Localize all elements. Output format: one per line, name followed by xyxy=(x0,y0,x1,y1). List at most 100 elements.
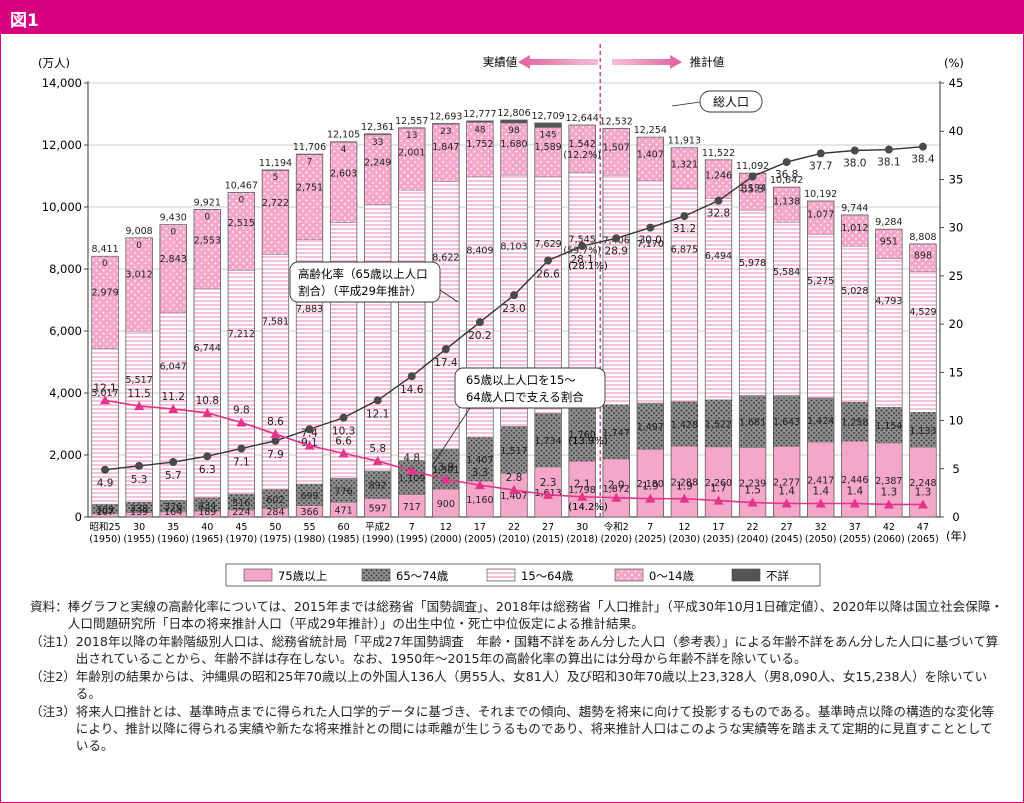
bar-seg-s1564 xyxy=(227,270,255,495)
bar-outline xyxy=(704,159,733,518)
x-tick-era: 平成2 xyxy=(365,521,390,533)
label-75: 2,260 xyxy=(705,478,732,489)
label-75: 139 xyxy=(130,507,148,518)
x-tick-year: (2025) xyxy=(635,534,667,545)
aging-rate-callout-line2: 割合）（平成29年推計） xyxy=(298,284,422,298)
x-tick-year: (1970) xyxy=(226,534,258,545)
label-014: 2,603 xyxy=(330,169,357,180)
label-1564: 8,103 xyxy=(500,241,527,252)
label-1564: 6,494 xyxy=(705,251,732,262)
support-ratio-label: 1.5 xyxy=(744,485,761,497)
label-total: 9,921 xyxy=(194,197,221,208)
support-ratio-point xyxy=(304,440,315,450)
x-tick-era: 7 xyxy=(409,522,415,533)
x-tick-year: (2035) xyxy=(703,534,735,545)
bar-seg-s1564 xyxy=(193,288,221,498)
label-014: 2,553 xyxy=(194,236,221,247)
aging-rate-point xyxy=(612,234,621,243)
right-tick-label: 5 xyxy=(952,462,959,476)
bar-seg-s014 xyxy=(296,154,324,240)
aging-rate-label: 38.1 xyxy=(877,157,900,169)
label-014: 2,843 xyxy=(160,254,187,265)
aging-rate-point xyxy=(441,345,450,354)
bar-seg-s6574 xyxy=(841,401,869,442)
support-ratio-point xyxy=(747,497,758,507)
bar-seg-sunk xyxy=(500,119,528,124)
left-tick-label: 10,000 xyxy=(42,200,82,214)
label-75: 597 xyxy=(369,504,387,515)
bar-seg-s75 xyxy=(704,446,732,518)
aging-rate-point xyxy=(816,149,825,158)
support-ratio-point xyxy=(100,395,111,405)
label-6574: 1,517 xyxy=(500,446,527,457)
x-tick-year: (1955) xyxy=(123,534,155,545)
label-1564: 7,170 xyxy=(637,239,664,250)
label-1564: 5,584 xyxy=(773,267,800,278)
right-tick-label: 25 xyxy=(949,269,964,283)
x-tick-era: 55 xyxy=(303,522,315,533)
label-unknown: 7 xyxy=(307,157,313,167)
aging-rate-point xyxy=(101,465,110,474)
pct-2018-75: (14.2%) xyxy=(568,502,608,513)
label-75: 224 xyxy=(232,507,250,518)
label-014: 1,246 xyxy=(705,170,732,181)
support-ratio-label: 8.6 xyxy=(267,416,284,428)
pct-2018-aged: (28.1%) xyxy=(568,261,608,272)
bar-seg-s1564 xyxy=(807,234,835,399)
legend-item-6574: 65～74歳 xyxy=(361,568,449,583)
aging-rate-point xyxy=(918,142,927,151)
bar-seg-s014 xyxy=(364,134,392,205)
label-75: 717 xyxy=(403,502,421,513)
right-tick-label: 45 xyxy=(949,76,964,90)
label-6574: 1,428 xyxy=(671,420,698,431)
label-1564: 6,875 xyxy=(671,244,698,255)
note-text: 2018年以降の年齢階級別人口は、総務省統計局「平成27年国勢調査 年齢・国籍不… xyxy=(75,634,999,666)
aging-rate-label: 38.4 xyxy=(911,154,935,166)
label-75: 2,277 xyxy=(773,478,800,489)
bar-seg-s014 xyxy=(466,122,494,177)
aging-rate-label: 30.0 xyxy=(639,235,662,247)
support-ratio-point xyxy=(509,484,519,494)
bar-outline xyxy=(670,147,699,518)
aging-rate-label: 5.3 xyxy=(131,474,148,486)
label-75: 366 xyxy=(300,507,318,518)
label-total: 12,644 xyxy=(566,113,599,124)
label-75: 2,446 xyxy=(841,475,868,486)
label-6574: 1,424 xyxy=(807,416,834,427)
left-tick-label: 8,000 xyxy=(49,262,82,276)
x-tick-era: 35 xyxy=(167,522,179,533)
bar-seg-s014 xyxy=(602,128,630,176)
legend-label-75: 75歳以上 xyxy=(278,569,327,583)
bar-seg-s6574 xyxy=(773,395,801,447)
bar-seg-s75 xyxy=(568,461,596,518)
label-1564: 4,793 xyxy=(875,296,902,307)
note-1: （注1） 2018年以降の年齢階級別人口は、総務省統計局「平成27年国勢調査 年齢… xyxy=(30,633,1005,667)
bar-seg-s6574 xyxy=(875,407,903,444)
left-tick-label: 12,000 xyxy=(42,138,82,152)
bar-seg-s6574 xyxy=(909,411,937,448)
x-tick-year: (2018) xyxy=(566,534,598,545)
left-axis-unit: (万人) xyxy=(38,56,70,70)
bar-seg-s1564 xyxy=(704,198,732,400)
label-unknown: 0 xyxy=(136,241,142,251)
label-1564: 6,047 xyxy=(160,361,187,372)
actual-label: 実績値 xyxy=(483,55,518,69)
label-total: 12,777 xyxy=(463,109,496,120)
support-ratio-point xyxy=(372,456,383,466)
x-tick-era: 22 xyxy=(508,522,520,533)
aging-rate-point xyxy=(237,444,246,453)
label-6574: 1,522 xyxy=(705,419,732,430)
label-6574: 1,747 xyxy=(603,428,630,439)
x-tick-era: 60 xyxy=(338,522,350,533)
bar-seg-s6574 xyxy=(670,401,698,447)
label-014: 2,001 xyxy=(398,148,425,159)
label-6574: 699 xyxy=(300,491,318,502)
support-ratio-label: 1.4 xyxy=(846,485,863,497)
label-1564: 8,409 xyxy=(466,246,493,257)
aging-rate-label: 31.2 xyxy=(673,223,696,235)
support-ratio-callout: 65歳以上人口を15～ 64歳人口で支える割合 xyxy=(431,367,606,467)
label-unknown: 48 xyxy=(474,125,486,135)
bar-outline xyxy=(841,214,869,518)
aging-rate-point xyxy=(884,145,893,154)
aging-rate-point xyxy=(135,461,144,470)
